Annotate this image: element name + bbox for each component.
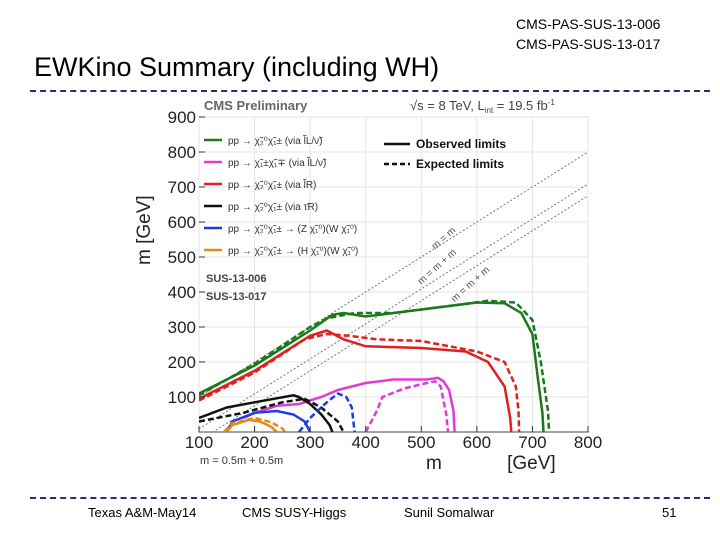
y-tick-label: 900: [168, 108, 196, 127]
series-2-expected: [364, 379, 450, 432]
legend-orange: pp → χ̃₂⁰χ̃₁± → (H χ̃₁⁰)(W χ̃₁⁰): [228, 246, 358, 257]
ref-code-2: CMS-PAS-SUS-13-017: [516, 36, 661, 52]
footer-venue: Texas A&M-May14: [88, 505, 197, 520]
series-5-observed: [225, 409, 312, 432]
legend-observed: Observed limits: [416, 137, 506, 151]
bottom-divider: [30, 497, 710, 499]
legend-black: pp → χ̃₂⁰χ̃₁± (via τ̃R): [228, 202, 318, 213]
energy-label: √s = 8 TeV, L: [410, 98, 485, 113]
legend-magenta: pp → χ̃₁±χ̃₁∓ (via l̃L/ν̃): [228, 156, 327, 169]
chart-title: CMS Preliminary: [204, 98, 308, 113]
analysis-tag-2: SUS-13-017: [206, 291, 267, 303]
legend-blue: pp → χ̃₂⁰χ̃₁± → (Z χ̃₁⁰)(W χ̃₁⁰): [228, 224, 357, 235]
kinematic-boundary-2: [199, 183, 588, 430]
series-4-expected: [199, 397, 345, 432]
series-5-expected: [298, 392, 356, 432]
y-tick-label: 500: [168, 248, 196, 267]
x-axis-sublabel: m = 0.5m + 0.5m: [200, 455, 283, 467]
lumi-exp: -1: [548, 98, 556, 107]
x-tick-label: 200: [240, 433, 268, 452]
y-tick-label: 200: [168, 353, 196, 372]
x-axis-label-rest: [GeV]: [502, 453, 556, 474]
y-tick-label: 100: [168, 388, 196, 407]
legend: pp → χ̃₂⁰χ̃₁± (via l̃L/ν̃) pp → χ̃₁±χ̃₁∓…: [204, 134, 506, 303]
series-1-observed: [199, 301, 545, 432]
legend-red: pp → χ̃₂⁰χ̃₁± (via l̃R): [228, 178, 316, 191]
y-tick-label: 400: [168, 283, 196, 302]
x-tick-label: 100: [185, 433, 213, 452]
x-tick-label: 300: [296, 433, 324, 452]
y-tick-label: 800: [168, 143, 196, 162]
y-axis-label: m [GeV]: [134, 195, 155, 265]
energy-lumi-label: √s = 8 TeV, Lint = 19.5 fb-1: [410, 98, 555, 115]
footer-group: CMS SUSY-Higgs: [242, 505, 347, 520]
top-divider: [30, 90, 710, 92]
slide-title: EWKino Summary (including WH): [34, 52, 440, 82]
x-tick-label: 700: [518, 433, 546, 452]
legend-green: pp → χ̃₂⁰χ̃₁± (via l̃L/ν̃): [228, 134, 323, 147]
kinematic-boundary-1: [199, 151, 588, 398]
series-4-observed: [199, 394, 334, 432]
x-tick-label: 500: [407, 433, 435, 452]
y-tick-label: 600: [168, 213, 196, 232]
series-2-observed: [242, 376, 456, 432]
y-tick-label: 300: [168, 318, 196, 337]
page-number: 51: [662, 505, 677, 520]
analysis-tag-1: SUS-13-006: [206, 273, 267, 285]
footer-author: Sunil Somalwar: [404, 505, 495, 520]
x-tick-label: 600: [463, 433, 491, 452]
x-tick-label: 800: [574, 433, 602, 452]
legend-expected: Expected limits: [416, 157, 504, 171]
x-axis-label-main: m: [426, 453, 442, 474]
lumi-val: = 19.5 fb: [493, 98, 548, 113]
x-axis-label: m [GeV]: [426, 453, 556, 474]
lumi-sub: int: [485, 106, 494, 115]
y-tick-label: 700: [168, 178, 196, 197]
series-3-observed: [199, 329, 513, 432]
ref-code-1: CMS-PAS-SUS-13-006: [516, 16, 661, 32]
reference-codes: CMS-PAS-SUS-13-006 CMS-PAS-SUS-13-017: [516, 14, 660, 54]
series-6-observed: [225, 418, 278, 432]
x-tick-label: 400: [352, 433, 380, 452]
